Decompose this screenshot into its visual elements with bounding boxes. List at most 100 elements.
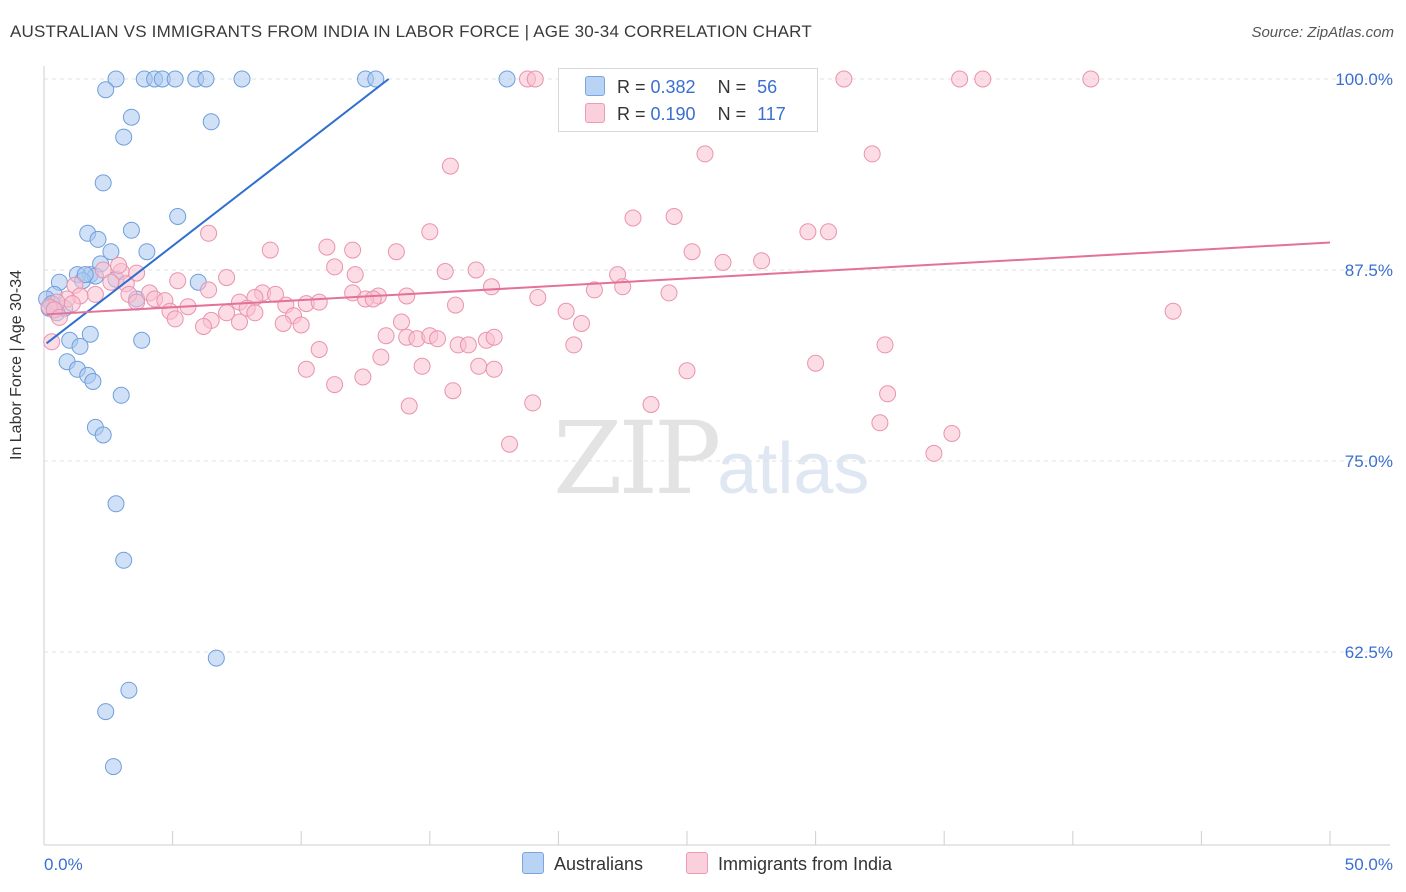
point-australians — [233, 70, 251, 88]
point-india — [231, 313, 248, 331]
point-india — [195, 318, 212, 335]
point-india — [565, 336, 583, 354]
point-india — [441, 157, 459, 175]
trendline-india — [46, 241, 1331, 316]
point-india — [326, 376, 344, 394]
point-australians — [94, 426, 112, 444]
point-india — [799, 223, 817, 241]
point-india — [807, 354, 825, 372]
point-india — [372, 348, 390, 366]
point-india — [879, 385, 897, 403]
point-australians — [76, 266, 94, 284]
point-australians — [104, 758, 122, 776]
point-australians — [84, 373, 102, 390]
y-tick-label: 100.0% — [1335, 70, 1393, 89]
point-india — [43, 333, 61, 351]
point-india — [344, 241, 362, 259]
point-australians — [89, 230, 107, 248]
point-india — [218, 269, 236, 287]
y-axis-label: In Labor Force | Age 30-34 — [8, 269, 25, 460]
point-australians — [138, 243, 156, 261]
x-tick-label: 0.0% — [44, 855, 83, 874]
point-india — [310, 293, 328, 311]
bottom-legend-india: Immigrants from India — [686, 852, 892, 875]
legend-r-value: 0.190 — [650, 104, 696, 124]
point-india — [292, 316, 310, 334]
point-india — [642, 396, 660, 413]
point-india — [436, 263, 454, 280]
point-india — [624, 209, 642, 227]
point-australians — [107, 70, 125, 88]
point-india — [863, 145, 881, 163]
point-india — [398, 287, 416, 305]
point-india — [660, 284, 678, 302]
point-australians — [112, 386, 130, 404]
point-india — [467, 261, 485, 279]
point-australians — [115, 128, 133, 146]
trendline-australians — [45, 78, 390, 345]
point-india — [665, 208, 683, 225]
point-india — [753, 252, 771, 270]
stats-legend: R = 0.382 N = 56 R = 0.190 N = 117 — [558, 68, 818, 132]
point-india — [413, 357, 431, 375]
point-india — [169, 272, 187, 290]
point-india — [261, 241, 279, 259]
point-india — [94, 261, 112, 279]
point-india — [714, 253, 732, 271]
point-india — [393, 313, 410, 331]
point-india — [529, 289, 547, 306]
point-india — [354, 368, 372, 386]
point-india — [246, 304, 264, 322]
point-india — [943, 425, 961, 442]
watermark: ZIPatlas — [553, 400, 869, 517]
point-india — [459, 336, 477, 354]
point-india — [683, 243, 701, 261]
point-australians — [133, 331, 151, 349]
chart-title: AUSTRALIAN VS IMMIGRANTS FROM INDIA IN L… — [10, 22, 812, 41]
point-india — [200, 281, 218, 299]
legend-row-australians: R = 0.382 N = 56 — [585, 76, 777, 98]
point-australians — [94, 174, 112, 192]
point-india — [318, 238, 336, 256]
point-australians — [71, 337, 89, 355]
legend-swatch-australians — [585, 76, 605, 96]
point-india — [128, 293, 146, 311]
point-india — [429, 330, 446, 348]
point-india — [50, 308, 68, 326]
point-australians — [122, 221, 140, 239]
point-australians — [97, 703, 115, 721]
point-india — [573, 315, 590, 332]
point-india — [274, 315, 292, 332]
point-india — [86, 285, 104, 303]
bottom-legend-australians: Australians — [522, 852, 643, 875]
point-india — [951, 70, 969, 88]
point-india — [470, 357, 488, 375]
point-india — [310, 341, 328, 358]
point-india — [876, 336, 894, 354]
legend-n-label: N = — [717, 104, 752, 124]
point-australians — [166, 70, 184, 88]
legend-swatch-india — [585, 103, 605, 123]
point-india — [63, 295, 81, 313]
point-australians — [102, 243, 120, 261]
point-india — [267, 285, 284, 303]
legend-r-label: R = — [617, 77, 651, 97]
point-india — [501, 435, 518, 453]
bottom-legend-label: Immigrants from India — [718, 854, 893, 874]
point-india — [485, 328, 503, 346]
point-india — [483, 278, 500, 296]
point-india — [925, 444, 943, 462]
point-australians — [122, 108, 140, 126]
point-australians — [97, 81, 115, 99]
legend-r-label: R = — [617, 104, 651, 124]
point-india — [110, 256, 128, 274]
point-australians — [498, 70, 516, 88]
point-india — [557, 302, 575, 320]
source-label: Source: ZipAtlas.com — [1251, 24, 1394, 41]
point-india — [200, 224, 218, 242]
point-india — [974, 70, 992, 88]
point-india — [524, 394, 542, 412]
y-tick-label: 62.5% — [1345, 643, 1393, 662]
bottom-legend-swatch-australians — [522, 852, 544, 874]
